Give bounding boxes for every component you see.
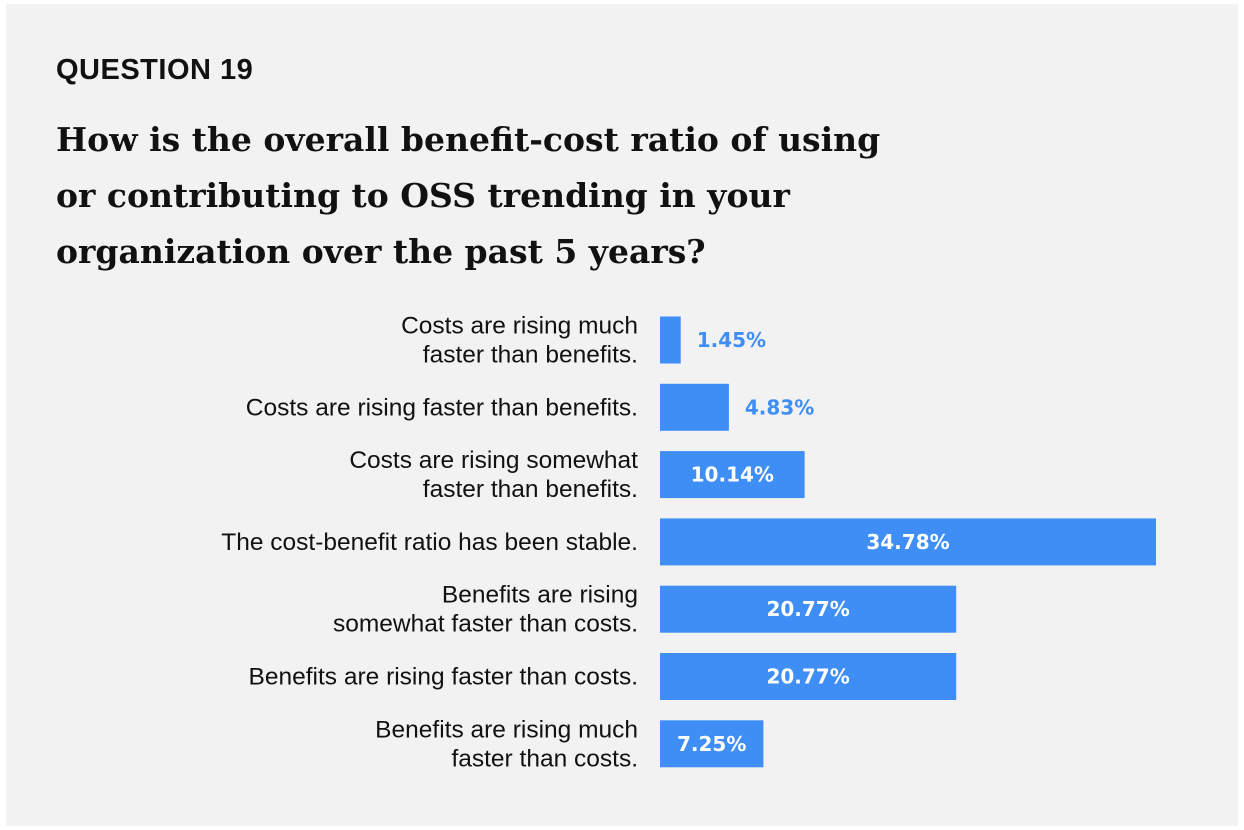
category-label-line: Costs are rising faster than benefits. bbox=[246, 394, 638, 421]
bar bbox=[660, 720, 764, 768]
question-title-line: How is the overall benefit-cost ratio of… bbox=[56, 120, 881, 159]
bar-row: Costs are rising faster than benefits. 4.… bbox=[246, 383, 814, 431]
bar bbox=[660, 653, 957, 700]
value-label: 7.25% bbox=[677, 732, 746, 756]
category-label-line: faster than costs. bbox=[451, 745, 638, 772]
value-label: 20.77% bbox=[766, 597, 849, 621]
bar bbox=[660, 585, 957, 633]
category-label-line: Benefits are rising bbox=[442, 582, 638, 609]
category-label: Benefits are rising much faster than cost… bbox=[375, 716, 638, 772]
value-label: 20.77% bbox=[766, 665, 849, 689]
bar bbox=[660, 451, 805, 499]
category-label-line: The cost-benefit ratio has been stable. bbox=[221, 529, 638, 556]
bar bbox=[660, 383, 729, 431]
question-title: How is the overall benefit-cost ratio of… bbox=[56, 112, 956, 280]
bar-row: Benefits are rising somewhat faster than … bbox=[333, 582, 957, 638]
category-label: Benefits are rising faster than costs. bbox=[249, 664, 638, 691]
category-label: Costs are rising much faster than benefit… bbox=[401, 313, 638, 369]
category-label-line: Costs are rising somewhat bbox=[349, 447, 638, 474]
bar-chart: Costs are rising much faster than benefit… bbox=[221, 313, 1156, 772]
category-label-line: Benefits are rising faster than costs. bbox=[249, 664, 638, 691]
category-label-line: Benefits are rising much bbox=[375, 716, 638, 743]
category-label: The cost-benefit ratio has been stable. bbox=[221, 529, 638, 556]
bar-row: Costs are rising much faster than benefit… bbox=[401, 313, 766, 369]
chart-card: QUESTION 19 How is the overall benefit-c… bbox=[6, 4, 1238, 826]
category-label-line: faster than benefits. bbox=[423, 476, 638, 503]
bar-row: Benefits are rising much faster than cost… bbox=[375, 716, 764, 772]
question-number: QUESTION 19 bbox=[56, 54, 254, 86]
bar bbox=[660, 518, 1156, 566]
bar-row: Costs are rising somewhat faster than ben… bbox=[349, 447, 805, 503]
value-label: 34.78% bbox=[866, 530, 949, 554]
question-title-line: organization over the past 5 years? bbox=[56, 232, 706, 271]
category-label: Costs are rising somewhat faster than ben… bbox=[349, 447, 638, 503]
category-label-line: Costs are rising much bbox=[401, 313, 638, 340]
value-label: 4.83% bbox=[745, 395, 814, 419]
value-label: 10.14% bbox=[691, 463, 774, 487]
category-label-line: somewhat faster than costs. bbox=[333, 611, 638, 638]
category-label: Benefits are rising somewhat faster than … bbox=[333, 582, 638, 638]
bar bbox=[660, 316, 681, 364]
bar-row: Benefits are rising faster than costs. 20… bbox=[249, 653, 957, 700]
category-label: Costs are rising faster than benefits. bbox=[246, 394, 638, 421]
value-label: 1.45% bbox=[697, 328, 766, 352]
category-label-line: faster than benefits. bbox=[423, 342, 638, 369]
bar-row: The cost-benefit ratio has been stable. 3… bbox=[221, 518, 1156, 566]
question-title-line: or contributing to OSS trending in your bbox=[56, 176, 790, 215]
